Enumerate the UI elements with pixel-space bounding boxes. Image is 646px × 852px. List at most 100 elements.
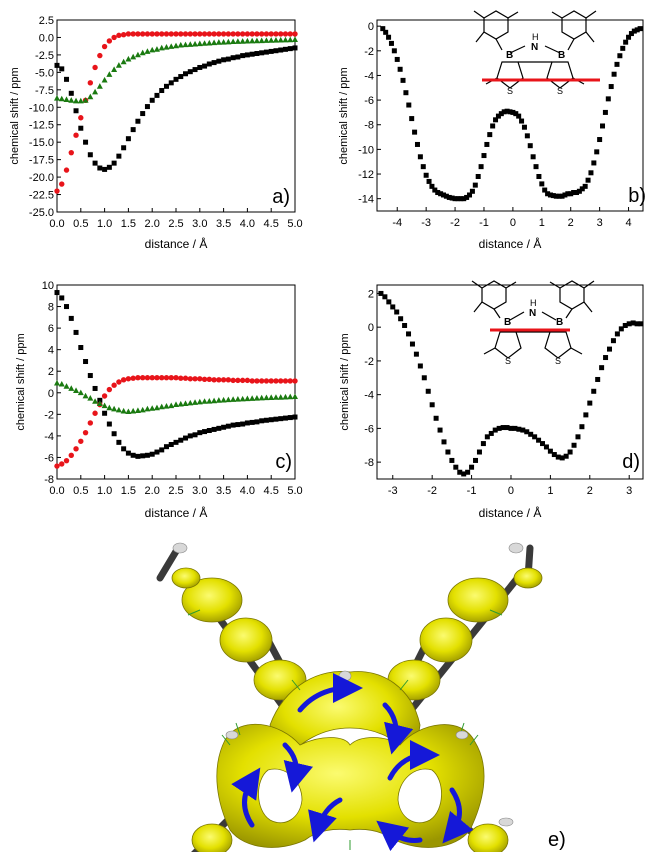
data-point-triangle: [125, 408, 132, 415]
data-point-circle: [268, 31, 274, 37]
data-point-square: [394, 309, 400, 315]
panel-d-markers: [378, 290, 644, 477]
data-point-circle: [182, 375, 189, 381]
data-point-triangle: [106, 404, 113, 411]
data-point-square: [607, 346, 613, 352]
arrow-left-side: [231, 767, 261, 828]
x-tick-label: 3.0: [192, 485, 207, 497]
data-point-triangle: [258, 394, 265, 401]
data-point-square: [559, 455, 565, 461]
data-point-square: [464, 194, 470, 200]
data-point-square: [254, 51, 260, 57]
data-point-square: [528, 431, 534, 437]
x-tick-label: -1: [467, 485, 477, 497]
data-point-square: [433, 415, 439, 421]
x-tick-label: 5.0: [287, 218, 302, 230]
data-point-square: [626, 34, 632, 40]
data-point-square: [587, 400, 593, 406]
data-point-triangle: [287, 393, 294, 400]
data-point-square: [225, 56, 231, 62]
arrow-right-side: [442, 787, 474, 844]
data-point-triangle: [239, 38, 246, 44]
data-point-triangle: [263, 394, 270, 401]
data-point-square: [135, 118, 141, 124]
data-point-square: [400, 77, 406, 83]
data-point-square: [383, 29, 389, 35]
data-point-square: [539, 181, 545, 187]
data-point-square: [488, 430, 494, 436]
data-point-square: [567, 449, 573, 455]
panel-c-x-ticks: 0.0 0.5 1.0 1.5 2.0 2.5 3.0 3.5 4.0 4.5 5.0: [49, 475, 303, 497]
data-point-square: [481, 153, 487, 159]
bottom-sulfur-right: S: [555, 356, 561, 366]
x-tick-label: 2: [587, 485, 593, 497]
x-tick-label: 2.5: [168, 485, 183, 497]
data-point-circle: [220, 31, 227, 37]
data-point-square: [425, 388, 431, 394]
data-point-triangle: [292, 36, 298, 42]
data-point-square: [455, 196, 461, 202]
data-point-circle: [278, 31, 284, 37]
data-point-triangle: [168, 43, 175, 49]
data-point-square: [263, 417, 269, 423]
data-point-circle: [225, 377, 232, 383]
data-point-square: [259, 418, 265, 424]
data-point-square: [144, 452, 150, 458]
left-end-blob: [191, 823, 233, 852]
data-point-square: [508, 425, 514, 431]
data-point-square: [536, 173, 542, 179]
data-point-triangle: [173, 401, 179, 408]
data-point-triangle: [215, 39, 222, 45]
data-point-square: [378, 290, 384, 296]
data-point-triangle: [153, 46, 160, 52]
data-point-square: [631, 28, 637, 34]
data-point-circle: [273, 31, 279, 37]
data-point-square: [187, 69, 193, 75]
central-ring-surface: [269, 671, 421, 761]
data-point-square: [59, 66, 65, 72]
data-point-triangle: [139, 406, 146, 413]
data-point-square: [235, 54, 241, 60]
data-point-square: [211, 60, 217, 66]
top-sulfur-left: S: [507, 86, 513, 96]
x-tick-label: 5.0: [287, 485, 302, 497]
data-point-square: [487, 132, 493, 138]
data-point-triangle: [234, 396, 241, 402]
ring-current-arrows: [231, 673, 474, 852]
y-tick-label: -15.0: [29, 137, 54, 149]
y-tick-label: 4: [48, 345, 54, 357]
data-point-square: [106, 164, 112, 170]
data-point-circle: [254, 378, 260, 384]
bottom-nitrogen: N: [529, 308, 536, 319]
data-point-square: [420, 164, 426, 170]
data-point-triangle: [82, 392, 89, 399]
data-point-triangle: [277, 36, 284, 43]
data-point-circle: [163, 374, 170, 381]
vector-field-hints: [187, 609, 503, 850]
data-point-circle: [192, 376, 198, 382]
y-tick-label: -20.0: [29, 172, 54, 184]
data-point-circle: [239, 377, 246, 384]
structure-inset-top: B B N H S S: [473, 10, 600, 96]
x-tick-label: 1.5: [121, 485, 136, 497]
data-point-square: [278, 416, 284, 422]
arrow-top-left: [297, 673, 363, 713]
data-point-square: [178, 74, 184, 80]
data-point-square: [402, 322, 408, 328]
data-point-square: [597, 137, 603, 143]
data-point-square: [472, 182, 478, 188]
data-point-triangle: [173, 42, 179, 49]
data-point-square: [111, 431, 117, 437]
data-point-square: [449, 195, 455, 201]
data-point-circle: [68, 149, 74, 156]
data-point-square: [259, 50, 265, 56]
data-point-square: [386, 34, 392, 40]
data-point-square: [620, 45, 626, 51]
data-point-circle: [249, 31, 255, 37]
data-point-triangle: [192, 40, 199, 47]
data-point-square: [183, 71, 189, 77]
panel-a-frame: [56, 19, 296, 213]
data-point-square: [292, 414, 298, 420]
panel-b-xlabel: distance / Å: [479, 236, 542, 251]
data-point-square: [638, 321, 644, 327]
